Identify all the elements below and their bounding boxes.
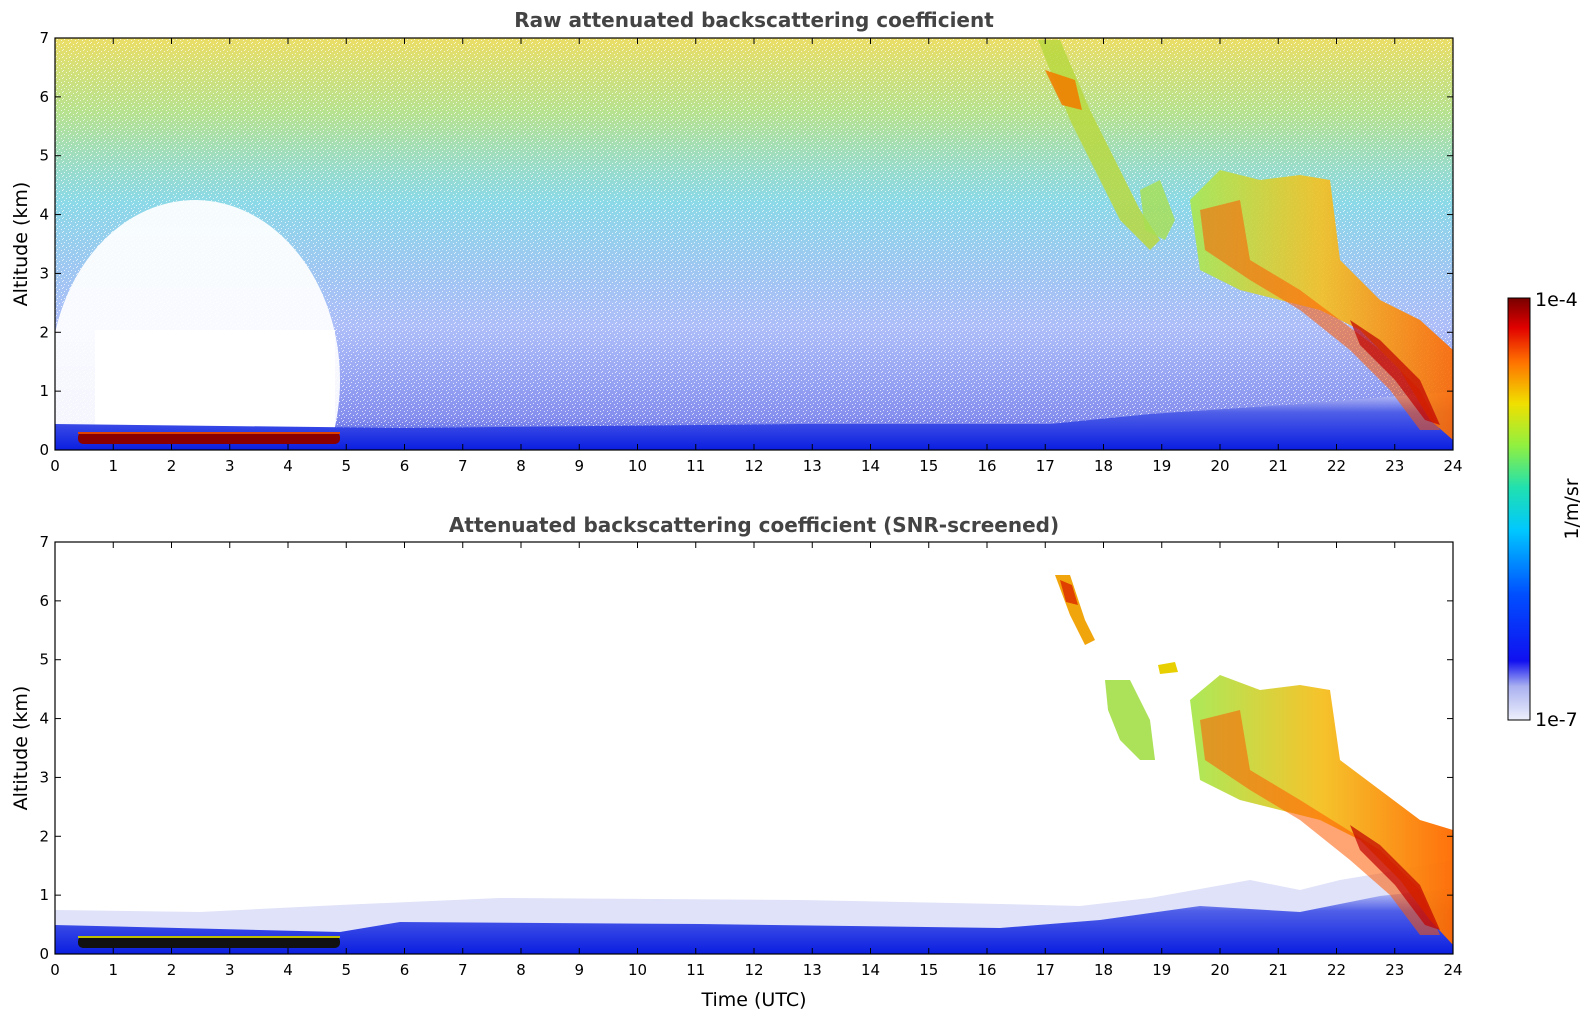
- x-tick-label: 15: [919, 961, 938, 979]
- x-tick-label: 18: [1094, 961, 1113, 979]
- x-tick-label: 10: [628, 457, 647, 475]
- chart-title-raw: Raw attenuated backscattering coefficien…: [514, 8, 994, 32]
- x-tick-label: 21: [1269, 961, 1288, 979]
- x-tick-label: 14: [861, 457, 880, 475]
- y-tick-label: 7: [39, 29, 49, 47]
- y-tick-label: 6: [39, 592, 49, 610]
- x-tick-label: 1: [108, 457, 118, 475]
- x-tick-label: 22: [1327, 457, 1346, 475]
- x-tick-label: 8: [516, 961, 526, 979]
- x-tick-label: 8: [516, 457, 526, 475]
- chart-title-screened: Attenuated backscattering coefficient (S…: [449, 513, 1059, 537]
- x-tick-label: 21: [1269, 457, 1288, 475]
- x-tick-label: 13: [803, 961, 822, 979]
- x-tick-label: 20: [1210, 961, 1229, 979]
- x-tick-label: 5: [341, 457, 351, 475]
- y-ticks-raw: 0 1 2 3 4 5 6 7: [39, 29, 1453, 459]
- x-tick-label: 1: [108, 961, 118, 979]
- x-tick-label: 10: [628, 961, 647, 979]
- colorbar-unit-label: 1/m/sr: [1561, 478, 1583, 539]
- y-tick-label: 2: [39, 827, 49, 845]
- x-tick-label: 17: [1036, 457, 1055, 475]
- x-tick-label: 15: [919, 457, 938, 475]
- x-tick-label: 12: [744, 961, 763, 979]
- y-axis-label-screened: Altitude (km): [10, 686, 32, 811]
- y-tick-label: 4: [39, 206, 49, 224]
- x-tick-label: 2: [167, 457, 177, 475]
- x-tick-label: 24: [1443, 457, 1462, 475]
- x-tick-label: 18: [1094, 457, 1113, 475]
- y-tick-label: 6: [39, 88, 49, 106]
- x-axis-label: Time (UTC): [700, 989, 806, 1011]
- x-tick-label: 3: [225, 961, 235, 979]
- x-tick-label: 6: [400, 961, 410, 979]
- x-tick-label: 9: [574, 457, 584, 475]
- x-tick-label: 19: [1152, 457, 1171, 475]
- x-tick-label: 12: [744, 457, 763, 475]
- y-tick-label: 1: [39, 382, 49, 400]
- x-tick-label: 24: [1443, 961, 1462, 979]
- y-tick-label: 3: [39, 768, 49, 786]
- x-tick-label: 14: [861, 961, 880, 979]
- y-tick-label: 4: [39, 710, 49, 728]
- x-tick-label: 17: [1036, 961, 1055, 979]
- x-tick-label: 9: [574, 961, 584, 979]
- y-ticks-screened: 0 1 2 3 4 5 6 7: [39, 533, 1453, 963]
- x-tick-label: 11: [686, 961, 705, 979]
- y-tick-label: 1: [39, 886, 49, 904]
- x-tick-label: 23: [1385, 457, 1404, 475]
- x-tick-label: 2: [167, 961, 177, 979]
- x-tick-label: 16: [977, 961, 996, 979]
- x-tick-label: 0: [50, 961, 60, 979]
- x-ticks-raw: 0 1 2 3 4 5 6 7 8 9 10 11 12 13 14 15 16 17 18 19 20 21 22 23 24: [50, 38, 1463, 475]
- x-tick-label: 22: [1327, 961, 1346, 979]
- x-tick-label: 7: [458, 457, 468, 475]
- y-tick-label: 0: [39, 441, 49, 459]
- heatmap-raw: [55, 38, 1453, 450]
- colorbar-min-label: 1e-7: [1535, 709, 1578, 731]
- x-tick-label: 19: [1152, 961, 1171, 979]
- y-tick-label: 5: [39, 147, 49, 165]
- x-tick-label: 5: [341, 961, 351, 979]
- x-ticks-screened: 0 1 2 3 4 5 6 7 8 9 10 11 12 13 14 15 16 17 18 19 20 21 22 23 24: [50, 542, 1463, 979]
- x-tick-label: 20: [1210, 457, 1229, 475]
- x-tick-label: 4: [283, 457, 293, 475]
- x-tick-label: 0: [50, 457, 60, 475]
- x-tick-label: 13: [803, 457, 822, 475]
- colorbar: 1e-4 1e-7 1/m/sr: [1507, 289, 1583, 731]
- y-tick-label: 5: [39, 651, 49, 669]
- x-tick-label: 6: [400, 457, 410, 475]
- x-tick-label: 7: [458, 961, 468, 979]
- x-tick-label: 3: [225, 457, 235, 475]
- y-axis-label-raw: Altitude (km): [10, 182, 32, 307]
- y-tick-label: 2: [39, 323, 49, 341]
- y-tick-label: 3: [39, 264, 49, 282]
- x-tick-label: 11: [686, 457, 705, 475]
- y-tick-label: 0: [39, 945, 49, 963]
- colorbar-max-label: 1e-4: [1535, 289, 1578, 311]
- y-tick-label: 7: [39, 533, 49, 551]
- x-tick-label: 23: [1385, 961, 1404, 979]
- x-tick-label: 16: [977, 457, 996, 475]
- heatmap-screened: [55, 542, 1453, 954]
- x-tick-label: 4: [283, 961, 293, 979]
- colorbar-gradient: [1507, 297, 1531, 721]
